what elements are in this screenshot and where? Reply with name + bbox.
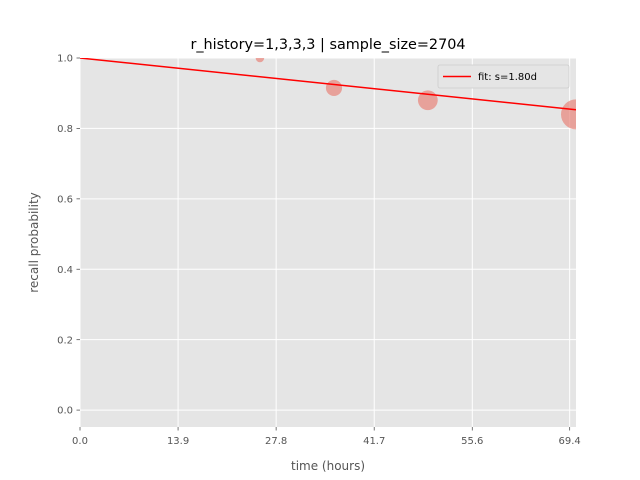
y-tick-label: 1.0 [57, 54, 73, 65]
x-axis-label: time (hours) [291, 459, 365, 473]
legend: fit: s=1.80d [438, 65, 569, 88]
x-tick-label: 69.4 [559, 436, 581, 447]
y-tick-label: 0.4 [57, 265, 73, 276]
chart-title: r_history=1,3,3,3 | sample_size=2704 [190, 37, 465, 53]
plot-area [80, 58, 576, 427]
y-tick-label: 0.0 [57, 406, 73, 417]
x-tick-label: 55.6 [461, 436, 483, 447]
y-tick-label: 0.6 [57, 194, 73, 205]
x-tick-label: 0.0 [72, 436, 88, 447]
scatter-point [326, 80, 342, 96]
y-axis-label: recall probability [27, 192, 41, 293]
legend-label: fit: s=1.80d [478, 72, 537, 83]
x-tick-label: 41.7 [363, 436, 385, 447]
y-tick-label: 0.8 [57, 124, 73, 135]
x-tick-label: 27.8 [265, 436, 287, 447]
y-tick-label: 0.2 [57, 335, 73, 346]
x-tick-label: 13.9 [167, 436, 189, 447]
